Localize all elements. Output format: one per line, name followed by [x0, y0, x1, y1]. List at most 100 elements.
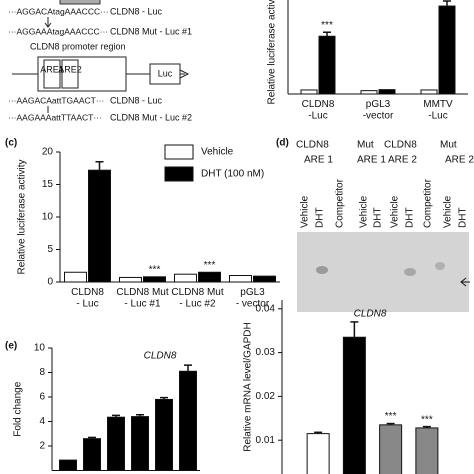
- x-tick-label: MMTV -Luc: [423, 99, 453, 122]
- column-header: Mut: [440, 140, 457, 151]
- column-header: CLDN8: [296, 140, 329, 151]
- legend-label: Vehicle: [201, 147, 234, 158]
- panel-label: (d): [276, 138, 289, 149]
- arrow-head: [44, 22, 52, 28]
- lane-label: DHT: [405, 207, 416, 228]
- y-tick-label: 0.04: [256, 303, 276, 314]
- significance: ***: [204, 260, 216, 271]
- x-tick-label: CLDN8 -Luc: [302, 99, 335, 122]
- bar: [131, 416, 149, 472]
- y-tick-label: 6: [39, 392, 45, 403]
- are-box: [43, 59, 61, 89]
- bar: [198, 271, 221, 283]
- column-header: Mut: [357, 140, 374, 151]
- y-tick-label: 5: [47, 244, 53, 255]
- construct-label: CLDN8 - Luc: [110, 6, 163, 16]
- significance: ***: [321, 20, 333, 31]
- y-tick-label: 2: [39, 441, 45, 452]
- chart-title: CLDN8: [144, 351, 177, 362]
- bar: [88, 169, 111, 283]
- y-axis-label: Relative mRNA level/GAPDH: [243, 322, 254, 451]
- lane-label: Vehicle: [300, 195, 311, 228]
- bar: [415, 427, 439, 474]
- construct-label: CLDN8 - Luc: [110, 95, 163, 105]
- y-axis-label: Relative luciferase activity: [17, 159, 28, 274]
- gel-band: [316, 266, 328, 274]
- y-tick-label: 8: [39, 367, 45, 378]
- panel-label: (e): [5, 341, 17, 352]
- bar: [300, 89, 318, 95]
- luc-label: Luc: [158, 68, 173, 78]
- luc-box: [149, 63, 181, 85]
- bar: [229, 275, 252, 283]
- x-tick-label: pGL3- vector: [236, 287, 270, 310]
- column-header: CLDN8: [384, 140, 417, 151]
- lane-label: Vehicle: [359, 195, 370, 228]
- bar: [64, 271, 87, 283]
- panel-label: (c): [5, 138, 17, 149]
- legend-swatch: [164, 166, 194, 182]
- significance: ***: [421, 414, 433, 425]
- are-label: ARE1: [40, 64, 64, 74]
- bar: [438, 5, 456, 95]
- y-tick-label: 0.03: [256, 347, 276, 358]
- sequence: ···AGGAAAtagAAACCC···: [8, 26, 108, 36]
- arrow-head: [460, 277, 467, 287]
- significance: ***: [149, 264, 161, 275]
- bar: [420, 89, 438, 95]
- bar: [379, 424, 403, 474]
- bar: [119, 276, 142, 283]
- site-header: ARE 1: [304, 155, 333, 166]
- y-tick-label: 15: [42, 179, 54, 190]
- promoter-label: CLDN8 promoter region: [30, 41, 126, 51]
- are-box: [61, 59, 79, 89]
- x-tick-label: pGL3 -vector: [363, 99, 394, 122]
- legend-label: DHT (100 nM): [201, 169, 264, 180]
- y-tick-label: 0: [47, 277, 53, 288]
- y-tick-label: 0.01: [256, 435, 276, 446]
- y-axis-label: Fold change: [13, 381, 24, 436]
- sequence: ···AAGACAattTGAACT···: [8, 95, 104, 105]
- bar: [179, 370, 197, 471]
- bar: [155, 398, 173, 472]
- gel-band: [404, 268, 416, 276]
- sequence: ···AGGACAtagAAACCC···: [8, 6, 109, 16]
- construct-label: CLDN8 Mut - Luc #1: [110, 26, 192, 36]
- y-axis-label: Relative luciferase activity: [267, 0, 278, 105]
- y-tick-label: 10: [42, 212, 54, 223]
- site-header: ARE 2: [445, 155, 474, 166]
- site-header: ARE 2: [388, 155, 417, 166]
- bar: [143, 276, 166, 283]
- gel-band: [435, 262, 445, 270]
- lane-label: DHT: [458, 207, 469, 228]
- lane-label: Competitor: [335, 178, 346, 228]
- y-tick-label: 20: [42, 147, 54, 158]
- sequence: ···AAGAAAattTTAACT···: [8, 112, 102, 122]
- lane-label: DHT: [315, 207, 326, 228]
- x-tick-label: CLDN8 Mut - Luc #1: [116, 287, 168, 310]
- lane-label: Vehicle: [443, 195, 454, 228]
- bar: [318, 35, 336, 95]
- chart-title: CLDN8: [354, 309, 387, 320]
- bar: [107, 416, 125, 471]
- cropped-box: [59, 0, 101, 5]
- are-label: ARE2: [58, 64, 82, 74]
- bar: [253, 275, 276, 283]
- y-tick-label: 0.02: [256, 391, 276, 402]
- bar: [59, 459, 77, 471]
- construct-label: CLDN8 Mut - Luc #2: [110, 112, 192, 122]
- bar: [378, 89, 396, 95]
- arrow-head: [179, 69, 190, 79]
- significance: ***: [385, 411, 397, 422]
- bar: [174, 273, 197, 283]
- bar: [306, 433, 330, 474]
- bar: [342, 336, 366, 474]
- site-header: ARE 1: [357, 155, 386, 166]
- bar: [360, 90, 378, 95]
- x-tick-label: CLDN8- Luc: [71, 287, 104, 310]
- lane-label: DHT: [373, 207, 384, 228]
- x-tick-label: CLDN8 Mut - Luc #2: [171, 287, 223, 310]
- lane-label: Vehicle: [390, 195, 401, 228]
